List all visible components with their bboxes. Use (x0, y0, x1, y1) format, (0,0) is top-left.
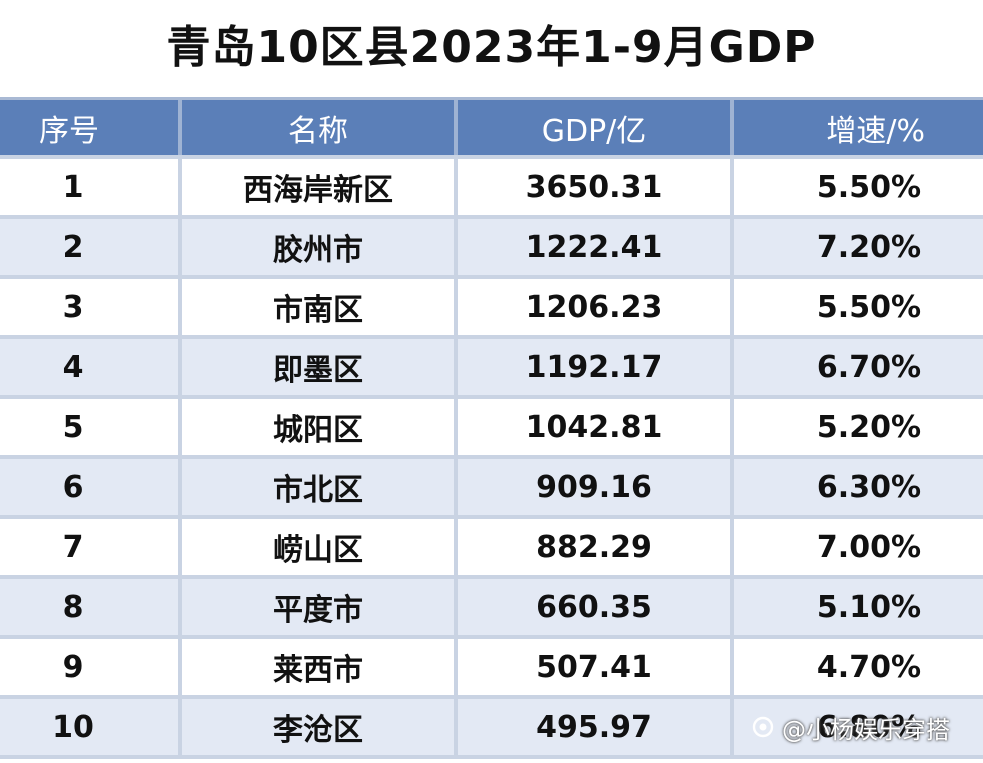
district-name: 市北区 (182, 459, 458, 515)
table-row: 10 李沧区 495.97 6.80% (0, 699, 983, 759)
row-number: 7 (0, 519, 182, 575)
watermark-text: @小杨娱乐穿搭 (782, 715, 950, 744)
growth-rate: 6.30% (816, 469, 921, 505)
district-name: 崂山区 (182, 519, 458, 575)
row-number: 5 (0, 399, 182, 455)
gdp-value: 3650.31 (458, 159, 734, 215)
header-cell-name: 名称 (182, 100, 458, 155)
gdp-value: 660.35 (458, 579, 734, 635)
row-number: 6 (0, 459, 182, 515)
table-header-row: 序号 名称 GDP/亿 增速/% (0, 97, 983, 159)
gdp-table: 序号 名称 GDP/亿 增速/% 1 西海岸新区 3650.31 5.50% 2… (0, 97, 983, 759)
gdp-value: 1206.23 (458, 279, 734, 335)
district-name: 市南区 (182, 279, 458, 335)
row-number: 2 (0, 219, 182, 275)
table-row: 2 胶州市 1222.41 7.20% (0, 219, 983, 279)
row-number: 9 (0, 639, 182, 695)
growth-rate: 7.00% (816, 529, 921, 565)
district-name: 即墨区 (182, 339, 458, 395)
district-name: 平度市 (182, 579, 458, 635)
page-title: 青岛10区县2023年1-9月GDP (166, 22, 817, 73)
gdp-value: 1042.81 (458, 399, 734, 455)
watermark: @小杨娱乐穿搭 (752, 707, 950, 747)
district-name: 李沧区 (182, 699, 458, 755)
row-number: 8 (0, 579, 182, 635)
growth-rate: 5.50% (816, 289, 921, 325)
table-row: 4 即墨区 1192.17 6.70% (0, 339, 983, 399)
gdp-value: 909.16 (458, 459, 734, 515)
gdp-value: 507.41 (458, 639, 734, 695)
growth-rate: 5.50% (816, 169, 921, 205)
table-row: 7 崂山区 882.29 7.00% (0, 519, 983, 579)
header-cell-growth: 增速/% (826, 113, 925, 149)
header-cell-no: 序号 (0, 100, 182, 155)
district-name: 城阳区 (182, 399, 458, 455)
table-row: 1 西海岸新区 3650.31 5.50% (0, 159, 983, 219)
growth-rate: 5.10% (816, 589, 921, 625)
gdp-value: 1192.17 (458, 339, 734, 395)
district-name: 莱西市 (182, 639, 458, 695)
row-number: 1 (0, 159, 182, 215)
growth-rate: 6.80% (816, 709, 921, 745)
camera-swirl-icon (752, 716, 774, 738)
row-number: 10 (0, 699, 182, 755)
district-name: 西海岸新区 (182, 159, 458, 215)
growth-rate: 7.20% (816, 229, 921, 265)
gdp-value: 1222.41 (458, 219, 734, 275)
table-row: 3 市南区 1206.23 5.50% (0, 279, 983, 339)
growth-rate: 6.70% (816, 349, 921, 385)
row-number: 3 (0, 279, 182, 335)
table-row: 5 城阳区 1042.81 5.20% (0, 399, 983, 459)
gdp-value: 882.29 (458, 519, 734, 575)
gdp-value: 495.97 (458, 699, 734, 755)
table-row: 9 莱西市 507.41 4.70% (0, 639, 983, 699)
row-number: 4 (0, 339, 182, 395)
table-row: 6 市北区 909.16 6.30% (0, 459, 983, 519)
table-row: 8 平度市 660.35 5.10% (0, 579, 983, 639)
growth-rate: 5.20% (816, 409, 921, 445)
growth-rate: 4.70% (816, 649, 921, 685)
header-cell-gdp: GDP/亿 (458, 100, 734, 155)
district-name: 胶州市 (182, 219, 458, 275)
